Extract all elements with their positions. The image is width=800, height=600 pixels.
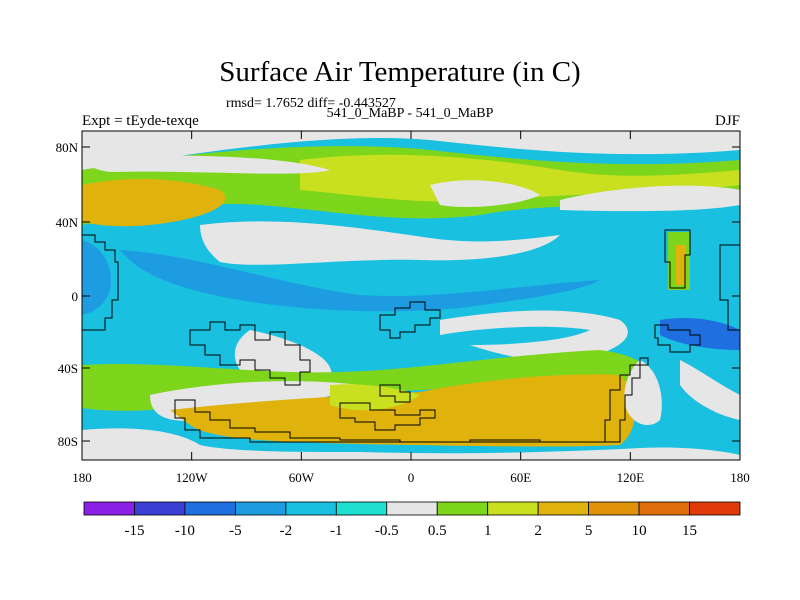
colorbar-label: 1 xyxy=(484,523,492,539)
temperature-field xyxy=(82,131,740,460)
x-axis: 180 120W 60W 0 60E 120E 180 xyxy=(72,131,750,485)
continent-outline-small-3 xyxy=(379,384,411,403)
x-tick-label: 180 xyxy=(730,470,750,485)
continent-outline-south-america xyxy=(189,321,311,386)
plot-title: Surface Air Temperature (in C) xyxy=(219,56,581,88)
colorbar-label: -2 xyxy=(280,523,293,539)
colorbar-label: 15 xyxy=(682,523,697,539)
colorbar-swatch xyxy=(436,501,489,516)
colorbar-label: -10 xyxy=(175,523,195,539)
field-east-gray-2 xyxy=(680,360,740,420)
colorbar: -15 -10 -5 -2 -1 -0.5 0.5 1 2 5 10 15 xyxy=(83,501,741,539)
continent-outline-east-strip xyxy=(664,229,691,289)
field-south-edge-gray xyxy=(82,428,740,460)
field-east-orange-strip xyxy=(676,245,686,285)
field-north-orange xyxy=(82,178,226,227)
field-gray-streak-3 xyxy=(560,185,740,212)
colorbar-label: -0.5 xyxy=(375,523,399,539)
colorbar-label: 0.5 xyxy=(428,523,447,539)
colorbar-label: 10 xyxy=(632,523,647,539)
x-tick-label: 180 xyxy=(72,470,92,485)
x-tick-label: 120W xyxy=(176,470,209,485)
continent-outline-small-1 xyxy=(379,301,441,339)
field-antarctic-yellowgreen xyxy=(330,384,420,411)
x-tick-label: 60W xyxy=(289,470,315,485)
y-tick-label: 40S xyxy=(58,361,78,376)
colorbar-swatch xyxy=(638,501,690,516)
colorbar-swatch xyxy=(689,501,741,516)
field-gray-streak-1 xyxy=(82,150,330,174)
colorbar-label: -5 xyxy=(229,523,242,539)
colorbar-label: -1 xyxy=(330,523,343,539)
field-arctic-gray xyxy=(82,131,740,170)
field-antarctic-orange xyxy=(170,374,635,447)
field-gray-streak-2 xyxy=(430,180,540,207)
field-south-gray-curve xyxy=(440,310,628,362)
field-east-gray-tongue xyxy=(624,360,662,425)
x-tick-label: 120E xyxy=(617,470,645,485)
colorbar-label: -15 xyxy=(124,523,144,539)
field-equator-blue xyxy=(120,250,600,312)
colorbar-swatch xyxy=(386,501,438,516)
x-tick-label: 60E xyxy=(510,470,531,485)
colorbar-label: 5 xyxy=(585,523,593,539)
colorbar-swatch xyxy=(487,501,539,516)
colorbar-swatch xyxy=(234,501,287,516)
stats-line: rmsd= 1.7652 diff= -0.443527 xyxy=(226,96,396,111)
colorbar-swatch xyxy=(335,501,388,516)
colorbar-swatch xyxy=(83,501,135,516)
y-axis: 80N 40N 0 40S 80S xyxy=(56,140,740,449)
field-deep-blue xyxy=(660,318,740,350)
colorbar-label: 2 xyxy=(534,523,542,539)
field-subtropic-gray xyxy=(200,221,560,265)
colorbar-swatch xyxy=(285,501,337,516)
continent-outline-east-1 xyxy=(654,324,701,353)
y-tick-label: 80N xyxy=(56,140,79,155)
colorbar-swatch xyxy=(184,501,236,516)
colorbar-swatch xyxy=(134,501,186,516)
experiment-label: Expt = tEyde-texqe xyxy=(82,113,199,129)
y-tick-label: 80S xyxy=(58,434,78,449)
continent-outline-small-2 xyxy=(339,402,436,431)
colorbar-swatch xyxy=(588,501,640,516)
y-tick-label: 40N xyxy=(56,215,79,230)
plot-subtitle: 541_0_MaBP - 541_0_MaBP xyxy=(326,106,494,121)
colorbar-swatch xyxy=(537,501,590,516)
season-label: DJF xyxy=(714,113,740,129)
continent-outline-antarctica xyxy=(174,357,649,443)
continent-outline-west xyxy=(82,234,119,331)
y-tick-label: 0 xyxy=(72,289,79,304)
x-tick-label: 0 xyxy=(408,470,415,485)
